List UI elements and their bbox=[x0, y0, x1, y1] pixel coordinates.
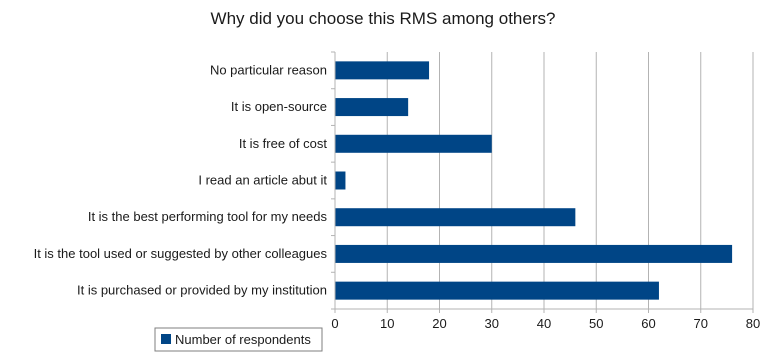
legend-box bbox=[154, 327, 323, 352]
chart-title: Why did you choose this RMS among others… bbox=[211, 9, 556, 28]
bar bbox=[335, 244, 733, 263]
category-label: It is purchased or provided by my instit… bbox=[77, 283, 327, 298]
category-label: It is the tool used or suggested by othe… bbox=[34, 246, 328, 261]
axes bbox=[331, 51, 754, 313]
category-label: It is the best performing tool for my ne… bbox=[88, 209, 328, 224]
x-tick-label: 60 bbox=[641, 316, 655, 331]
bar bbox=[335, 171, 346, 190]
category-label: No particular reason bbox=[210, 62, 327, 77]
bar bbox=[335, 208, 576, 227]
x-tick-label: 0 bbox=[331, 316, 338, 331]
category-label: I read an article abut it bbox=[198, 173, 327, 188]
x-tick-label: 30 bbox=[485, 316, 499, 331]
legend-swatch bbox=[161, 334, 171, 344]
bar bbox=[335, 134, 492, 153]
category-label: It is open-source bbox=[231, 99, 327, 114]
category-labels: No particular reason It is open-source It … bbox=[34, 62, 328, 297]
x-tick-label: 20 bbox=[432, 316, 446, 331]
legend-label: Number of respondents bbox=[175, 332, 311, 347]
category-label: It is free of cost bbox=[239, 136, 328, 151]
x-tick-label: 10 bbox=[380, 316, 394, 331]
x-tick-label: 70 bbox=[694, 316, 708, 331]
x-tick-label: 40 bbox=[537, 316, 551, 331]
grid-lines bbox=[386, 52, 754, 309]
x-tick-label: 80 bbox=[746, 316, 760, 331]
bar bbox=[335, 98, 409, 117]
x-tick-label: 50 bbox=[589, 316, 603, 331]
legend: Number of respondents bbox=[154, 327, 323, 352]
bar bbox=[335, 281, 659, 300]
bars bbox=[335, 61, 733, 300]
x-tick-labels: 0 10 20 30 40 50 60 70 80 bbox=[331, 316, 760, 331]
bar bbox=[335, 61, 430, 80]
